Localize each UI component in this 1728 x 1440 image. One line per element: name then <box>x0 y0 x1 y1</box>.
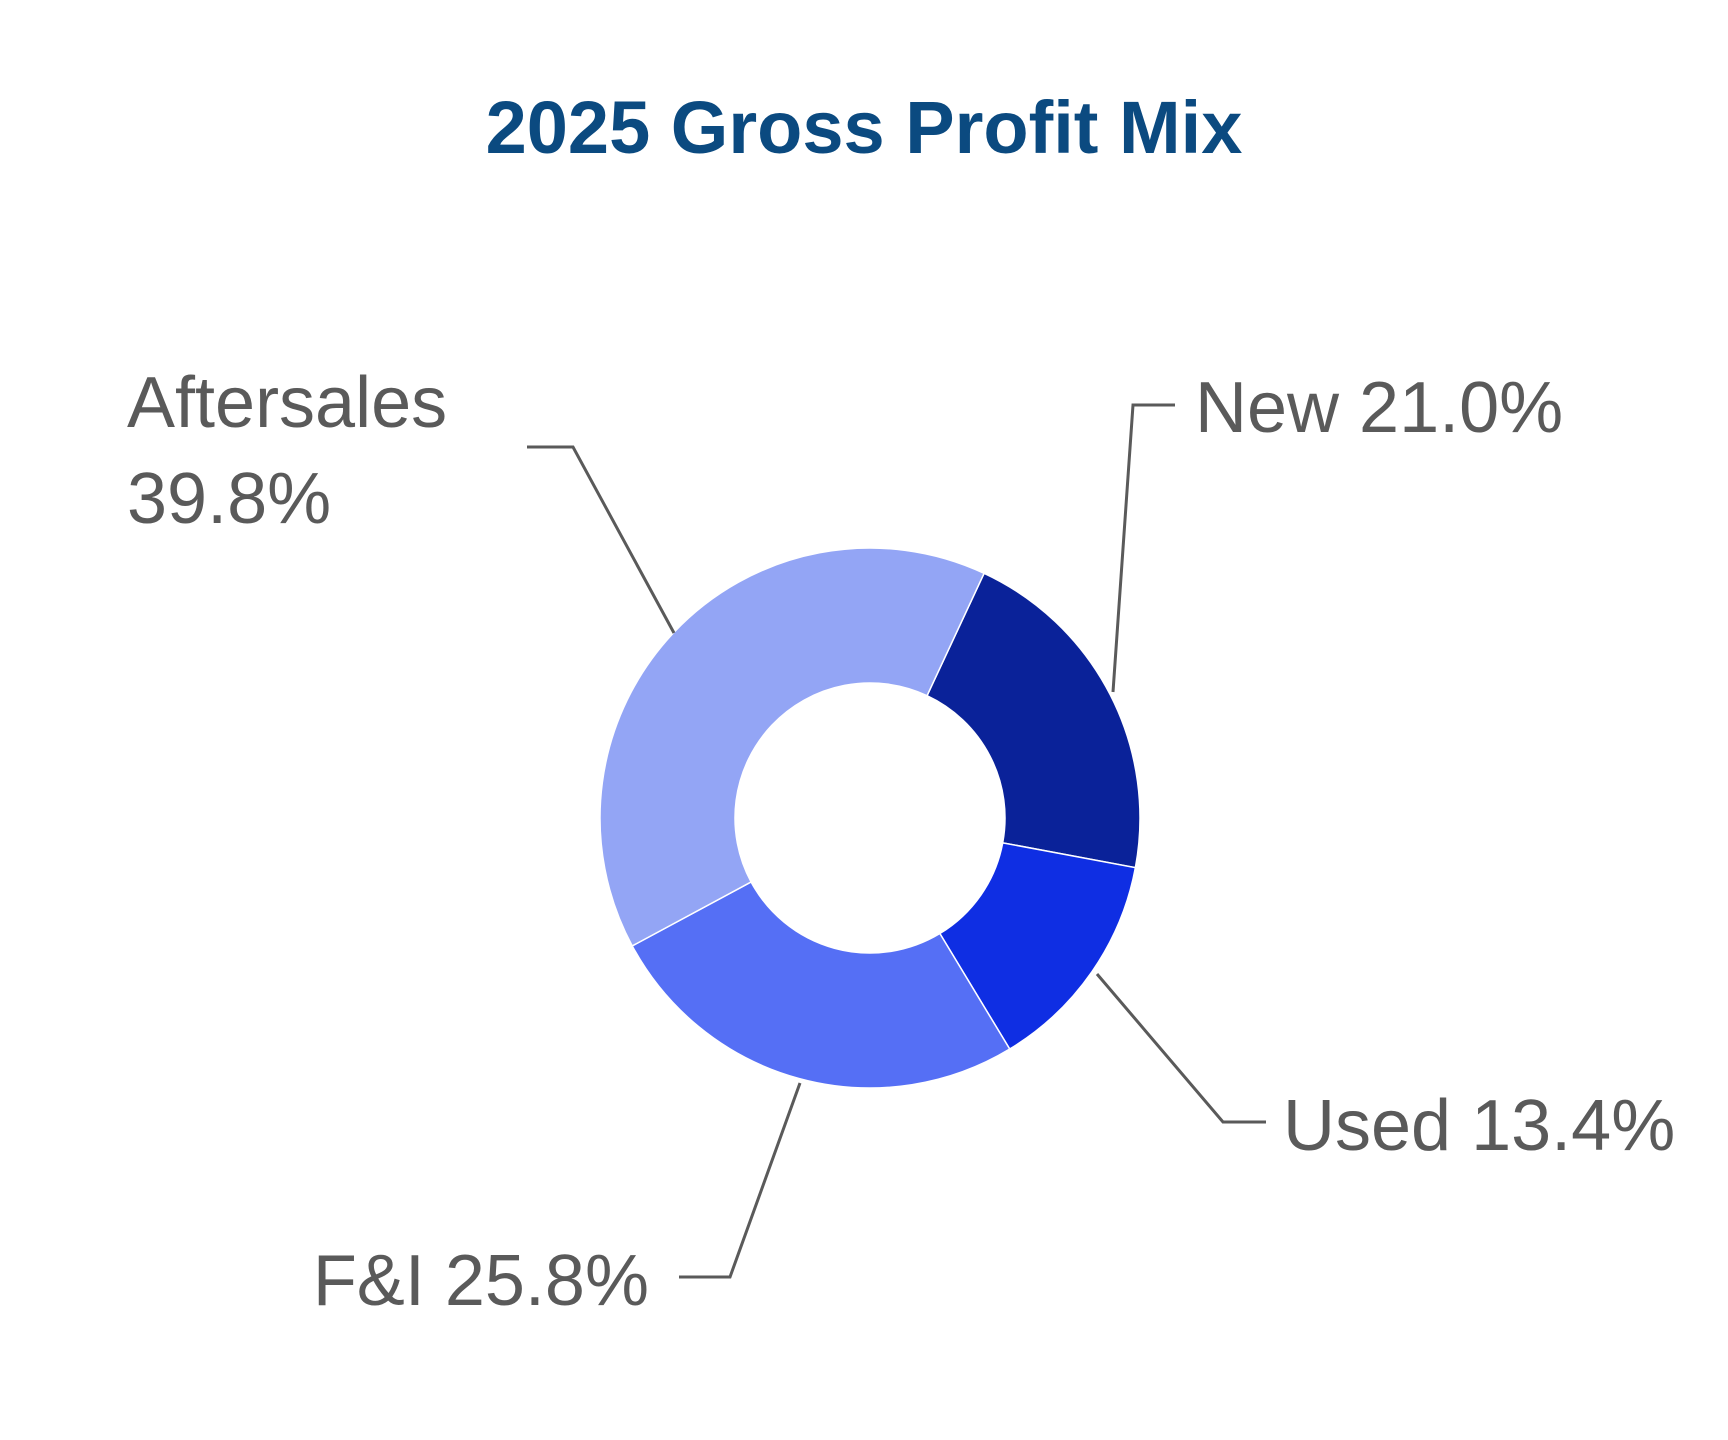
chart-title: 2025 Gross Profit Mix <box>485 86 1243 169</box>
slice-aftersales <box>599 547 986 947</box>
slice-f-i <box>631 880 1011 1089</box>
data-label-f-i: F&I 25.8% <box>313 1241 649 1321</box>
data-label-new: New 21.0% <box>1195 368 1563 448</box>
leader-line-new <box>1111 403 1175 693</box>
slice-new <box>926 572 1141 869</box>
slice-used <box>938 841 1137 1051</box>
leader-line-f-i <box>679 1082 802 1279</box>
leader-line-aftersales <box>527 445 676 634</box>
data-label-aftersales-line-2: 39.8% <box>127 459 331 539</box>
data-label-aftersales-line-1: Aftersales <box>127 363 447 443</box>
leader-line-used <box>1095 973 1266 1124</box>
data-label-used: Used 13.4% <box>1283 1086 1675 1166</box>
